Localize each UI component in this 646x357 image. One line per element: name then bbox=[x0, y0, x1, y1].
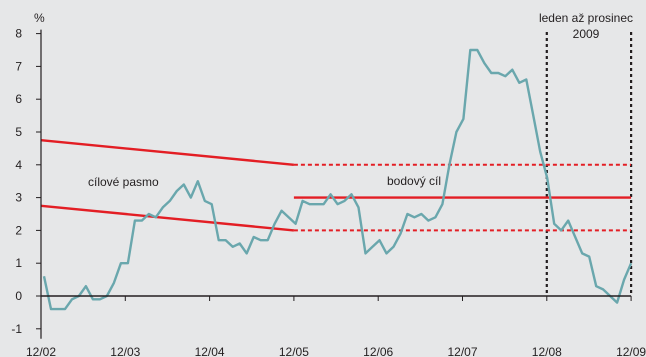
axes bbox=[36, 29, 632, 339]
series-line bbox=[42, 48, 633, 311]
y-tick-label: 5 bbox=[15, 125, 22, 139]
y-tick-label: 0 bbox=[15, 289, 22, 303]
x-tick-label: 12/08 bbox=[532, 345, 562, 357]
inflation-series bbox=[42, 48, 633, 311]
x-tick-label: 12/07 bbox=[447, 345, 477, 357]
y-tick-label: 8 bbox=[15, 27, 22, 41]
target-band-lower bbox=[40, 204, 295, 232]
y-tick-label: 7 bbox=[15, 59, 22, 73]
y-tick-label: 3 bbox=[15, 191, 22, 205]
y-axis-labels: -1 0 1 2 3 4 5 6 7 8 bbox=[11, 27, 22, 336]
point-target-label: bodový cíl bbox=[387, 174, 441, 188]
y-tick-label: 4 bbox=[15, 158, 22, 172]
x-tick-label: 12/06 bbox=[363, 345, 393, 357]
y-axis-unit: % bbox=[34, 11, 45, 25]
target-band-upper bbox=[40, 139, 295, 166]
y-tick-label: -1 bbox=[11, 322, 22, 336]
x-tick-label: 12/02 bbox=[26, 345, 56, 357]
x-tick-label: 12/05 bbox=[279, 345, 309, 357]
x-tick-label: 12/04 bbox=[195, 345, 225, 357]
inflation-targets bbox=[40, 139, 632, 232]
x-tick-label: 12/09 bbox=[616, 345, 646, 357]
y-tick-label: 2 bbox=[15, 223, 22, 237]
x-tick-label: 12/03 bbox=[110, 345, 140, 357]
x-axis-labels: 12/02 12/03 12/04 12/05 12/06 12/07 12/08 12/09 bbox=[26, 345, 646, 357]
y-tick-label: 6 bbox=[15, 92, 22, 106]
y-tick-label: 1 bbox=[15, 256, 22, 270]
target-band-label: cílové pasmo bbox=[88, 175, 159, 189]
annotation-line-2: 2009 bbox=[573, 27, 600, 41]
annotation-line-1: leden až prosinec bbox=[539, 11, 633, 25]
